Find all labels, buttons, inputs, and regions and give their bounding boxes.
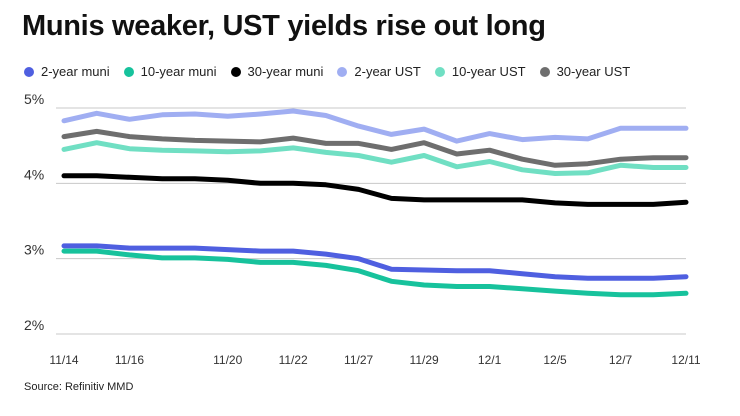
legend-swatch bbox=[337, 66, 348, 77]
legend-item-30-year-muni: 30-year muni bbox=[230, 64, 324, 79]
x-tick-label: 11/20 bbox=[213, 353, 242, 367]
legend-swatch bbox=[434, 66, 445, 77]
x-tick-label: 11/22 bbox=[279, 353, 308, 367]
x-tick-label: 12/11 bbox=[671, 353, 700, 367]
series-line-2-year-ust bbox=[61, 108, 689, 144]
series-line-10-year-ust bbox=[61, 140, 689, 176]
source-note: Source: Refinitiv MMD bbox=[24, 381, 134, 393]
legend-item-2-year-ust: 2-year UST bbox=[337, 64, 421, 79]
chart-title: Munis weaker, UST yields rise out long bbox=[22, 10, 546, 42]
legend-label: 30-year muni bbox=[247, 64, 324, 79]
y-tick-label: 5% bbox=[24, 91, 44, 107]
y-tick-label: 3% bbox=[24, 242, 44, 258]
legend-item-2-year-muni: 2-year muni bbox=[24, 64, 110, 79]
x-tick-label: 11/16 bbox=[115, 353, 144, 367]
series-line-30-year-muni bbox=[61, 173, 689, 207]
x-tick-label: 11/27 bbox=[344, 353, 373, 367]
x-tick-label: 11/29 bbox=[410, 353, 439, 367]
series-line-30-year-ust bbox=[61, 128, 689, 168]
legend-label: 30-year UST bbox=[556, 64, 631, 79]
legend-item-30-year-ust: 30-year UST bbox=[539, 64, 631, 79]
legend-label: 2-year UST bbox=[354, 64, 421, 79]
legend-item-10-year-muni: 10-year muni bbox=[123, 64, 217, 79]
legend-label: 10-year UST bbox=[451, 64, 526, 79]
y-tick-label: 4% bbox=[24, 166, 44, 182]
legend-swatch bbox=[123, 66, 134, 77]
legend-item-10-year-ust: 10-year UST bbox=[434, 64, 526, 79]
y-tick-label: 2% bbox=[24, 317, 44, 333]
chart-plot: 2% 3% 4% 5% 11/14 11/16 11/20 11/22 11/27 11/29 12… bbox=[24, 91, 701, 367]
legend-swatch bbox=[24, 66, 34, 77]
x-tick-label: 12/5 bbox=[543, 353, 567, 367]
legend-label: 10-year muni bbox=[140, 64, 217, 79]
legend: 2-year muni 10-year muni 30-year muni 2-yea… bbox=[24, 64, 644, 79]
legend-swatch bbox=[539, 66, 550, 77]
legend-swatch bbox=[230, 66, 241, 77]
series-line-10-year-muni bbox=[61, 248, 689, 298]
legend-label: 2-year muni bbox=[41, 64, 110, 79]
x-tick-label: 12/1 bbox=[478, 353, 502, 367]
x-tick-label: 11/14 bbox=[49, 353, 78, 367]
series-line-2-year-muni bbox=[61, 243, 689, 281]
x-tick-label: 12/7 bbox=[609, 353, 633, 367]
